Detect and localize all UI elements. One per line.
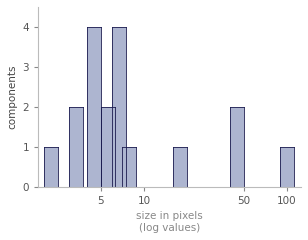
Y-axis label: components: components [7,65,17,129]
X-axis label: size in pixels
(log values): size in pixels (log values) [136,211,203,233]
